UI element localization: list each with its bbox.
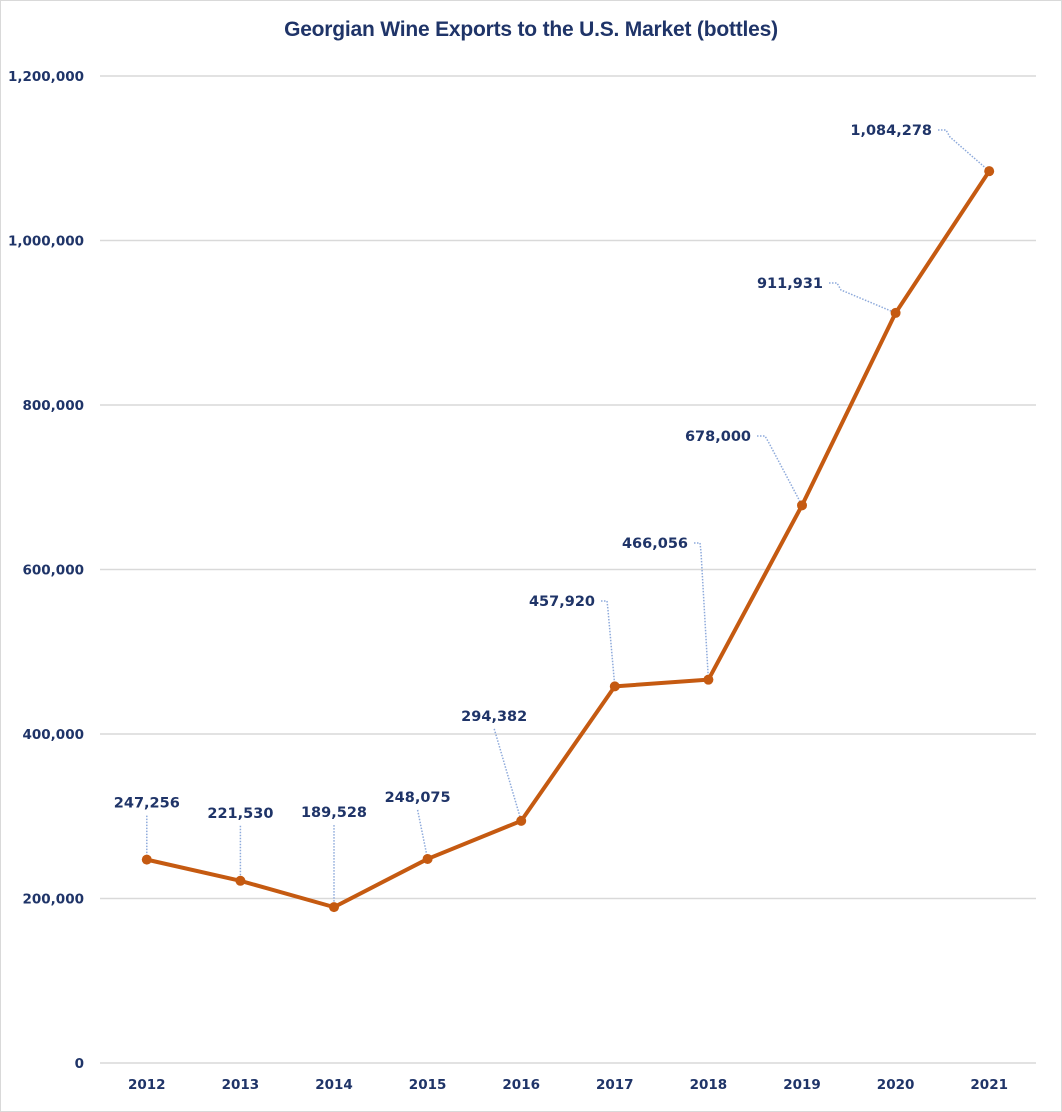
data-label: 678,000: [685, 429, 751, 445]
data-label: 457,920: [529, 594, 595, 610]
data-label: 247,256: [114, 796, 180, 812]
x-tick-label: 2012: [128, 1077, 166, 1093]
data-point: [235, 875, 246, 886]
data-point: [984, 166, 995, 177]
data-point: [329, 902, 339, 913]
data-label: 911,931: [757, 276, 823, 292]
leader-line: [601, 600, 616, 687]
leader-line: [757, 435, 803, 506]
data-label: 1,084,278: [850, 123, 932, 139]
data-point: [703, 674, 714, 685]
x-tick-label: 2018: [690, 1077, 728, 1093]
data-point: [609, 681, 620, 692]
leader-line: [416, 809, 429, 860]
data-label: 248,075: [385, 790, 451, 806]
data-label: 221,530: [207, 806, 273, 822]
data-labels: 247,256 221,530 189,528 248,075 294,382 457,9…: [114, 123, 932, 822]
data-label-leader-lines: [146, 129, 990, 908]
y-tick-label: 400,000: [23, 727, 85, 743]
data-label: 294,382: [461, 709, 527, 725]
data-point: [797, 500, 807, 511]
y-tick-label: 0: [75, 1056, 84, 1072]
series-line: [146, 170, 991, 910]
y-tick-label: 1,000,000: [8, 234, 84, 250]
x-tick-label: 2017: [596, 1077, 634, 1093]
data-point: [890, 307, 901, 318]
y-tick-label: 600,000: [23, 563, 85, 579]
x-axis-tick-labels: 2012 2013 2014 2015 2016 2017 2018 2019 2020 2021: [128, 1077, 1008, 1093]
x-tick-label: 2016: [502, 1077, 540, 1093]
data-points: [141, 166, 995, 913]
data-label: 466,056: [622, 536, 688, 552]
x-tick-label: 2019: [783, 1077, 821, 1093]
x-tick-label: 2013: [222, 1077, 260, 1093]
x-tick-label: 2015: [409, 1077, 447, 1093]
gridlines: [100, 75, 1036, 1064]
data-point: [141, 854, 152, 865]
data-point: [422, 853, 433, 864]
leader-line: [829, 282, 896, 314]
x-tick-label: 2020: [877, 1077, 915, 1093]
leader-line: [938, 129, 990, 172]
x-tick-label: 2021: [970, 1077, 1008, 1093]
y-tick-label: 800,000: [23, 398, 85, 414]
chart-title: Georgian Wine Exports to the U.S. Market…: [284, 18, 778, 41]
y-axis-tick-labels: 0 200,000 400,000 600,000 800,000 1,000,000 1,…: [8, 69, 84, 1072]
x-tick-label: 2014: [315, 1077, 353, 1093]
leader-line: [493, 728, 522, 822]
data-label: 189,528: [301, 805, 367, 821]
y-tick-label: 1,200,000: [8, 69, 84, 85]
y-tick-label: 200,000: [23, 892, 85, 908]
data-point: [516, 815, 527, 826]
leader-line: [694, 542, 710, 680]
series-line-group: [146, 170, 991, 910]
